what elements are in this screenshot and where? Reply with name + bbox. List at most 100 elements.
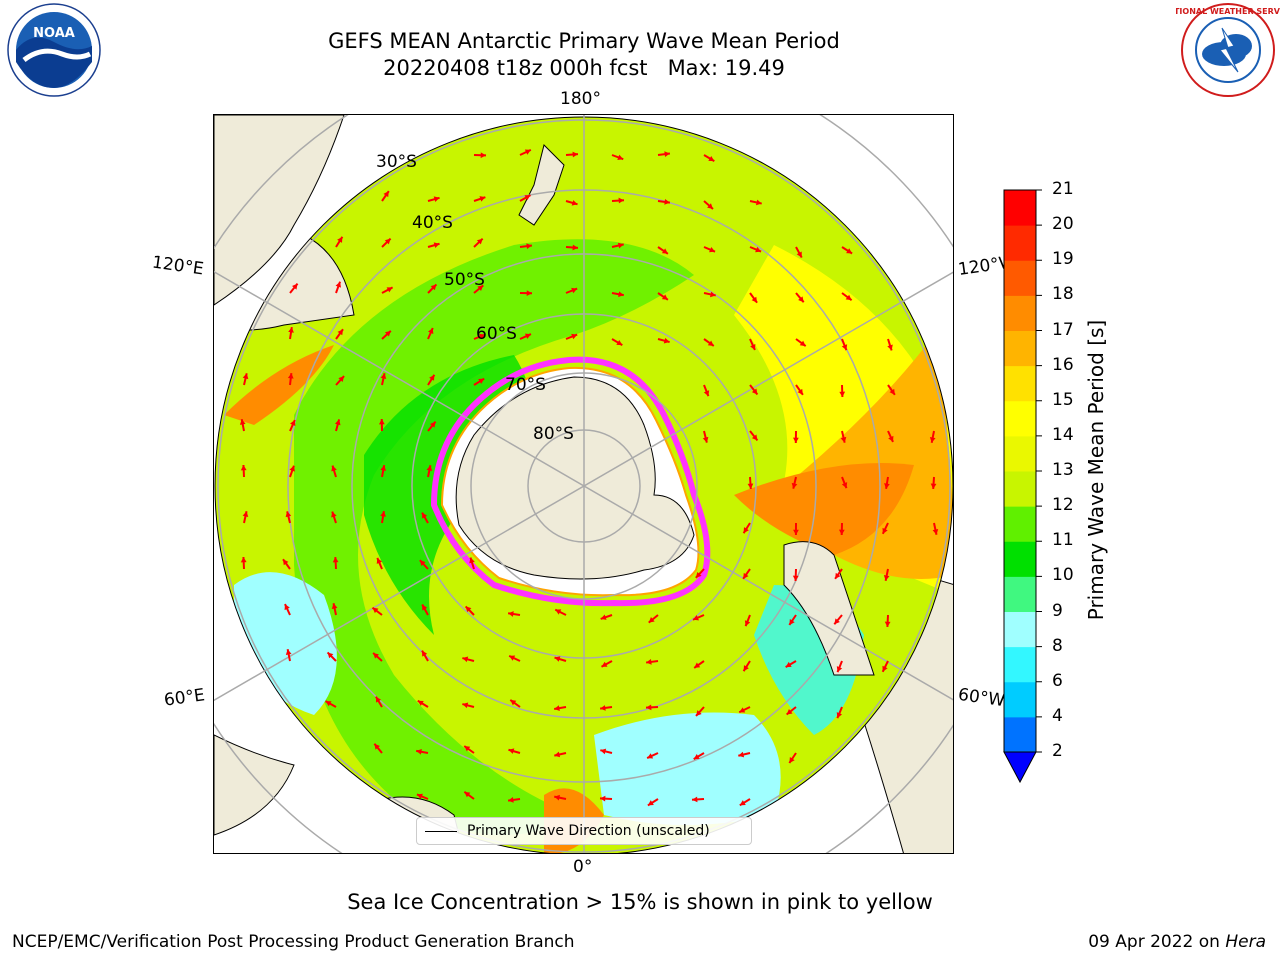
colorbar-segment — [1004, 611, 1036, 648]
wave-arrow-head — [883, 575, 890, 581]
colorbar-tick-label: 11 — [1052, 530, 1074, 551]
wave-arrow-head — [834, 618, 840, 625]
period-darkorange-east — [734, 463, 914, 555]
wave-arrow-head — [792, 575, 799, 581]
wave-arrow-head — [508, 748, 515, 754]
wave-arrow-head — [335, 281, 341, 288]
wave-arrow-head — [932, 528, 939, 535]
colorbar-tick-label: 14 — [1052, 424, 1074, 445]
wave-arrow-head — [707, 203, 713, 209]
wave-arrow-head — [422, 512, 428, 519]
wave-arrow-head — [508, 611, 514, 617]
wave-arrow-head — [479, 196, 486, 202]
wave-arrow-head — [331, 465, 337, 472]
wave-arrow-head — [797, 388, 803, 395]
wave-arrow-head — [289, 465, 295, 472]
sea-ice-note: Sea Ice Concentration > 15% is shown in … — [347, 890, 933, 914]
wave-arrow-head — [600, 614, 607, 620]
wave-arrow-head — [702, 436, 709, 443]
wave-arrow-head — [618, 291, 624, 298]
wave-arrow-head — [380, 511, 386, 517]
wave-arrow-head — [572, 244, 578, 251]
wave-arrow-head — [386, 287, 393, 293]
wave-arrow-head — [738, 751, 745, 758]
colorbar-segment — [1004, 576, 1036, 612]
wave-arrow-head — [648, 617, 655, 623]
wave-arrow-head — [789, 619, 795, 625]
wave-arrow-head — [240, 465, 247, 471]
wave-arrow-head — [930, 483, 937, 489]
lon-label-180: 180° — [560, 89, 601, 109]
wave-arrow-head — [710, 291, 716, 298]
wave-arrow-head — [647, 800, 654, 806]
land-northwest — [214, 115, 345, 306]
colorbar-segment — [1004, 435, 1036, 472]
wave-arrow-head — [524, 333, 531, 339]
wave-arrow-head — [242, 511, 249, 518]
wave-arrow-head — [841, 482, 848, 489]
wave-arrow-head — [694, 662, 701, 668]
colorbar-tick-label: 18 — [1052, 284, 1074, 305]
wave-arrow-head — [755, 199, 762, 206]
map-panel[interactable] — [213, 114, 954, 854]
wave-arrow-head — [337, 329, 344, 336]
wave-arrow-head — [845, 294, 852, 301]
map-canvas[interactable] — [214, 115, 954, 854]
nws-logo-text: NATIONAL WEATHER SERVICE — [1176, 7, 1280, 16]
colorbar-segment — [1004, 506, 1036, 542]
wave-arrow-head — [616, 339, 623, 346]
lat-label-60s: 60°S — [476, 324, 517, 344]
colorbar-tick-label: 16 — [1052, 354, 1074, 375]
wave-arrow-head — [887, 344, 893, 351]
wave-arrow-head — [284, 604, 290, 611]
colorbar-segment — [1004, 190, 1036, 226]
wave-arrow-head — [571, 333, 578, 340]
colorbar-segment — [1004, 225, 1036, 261]
colorbar-segment — [1004, 471, 1036, 507]
wave-arrow-head — [647, 753, 654, 759]
footer-date-text: 09 Apr 2022 on — [1088, 932, 1220, 952]
wave-arrow-head — [378, 419, 385, 425]
wave-arrow-head — [375, 696, 382, 703]
colorbar-segment — [1004, 646, 1036, 683]
wave-arrow-head — [240, 557, 247, 563]
map-legend: Primary Wave Direction (unscaled) — [416, 817, 752, 845]
lon-label-60w: 60°W — [956, 684, 1007, 712]
wave-arrow-head — [290, 420, 296, 426]
wave-arrow-head — [338, 376, 345, 382]
wave-arrow-head — [786, 708, 793, 715]
lat-label-50s: 50°S — [444, 270, 485, 290]
wave-arrow-head — [419, 560, 426, 566]
colorbar-segment — [1004, 295, 1036, 331]
wave-arrow-head — [646, 704, 652, 711]
land-new-zealand — [518, 144, 565, 226]
wave-arrow-head — [426, 465, 433, 471]
period-cyan-patch-west — [234, 572, 337, 715]
wave-arrow-head — [796, 251, 802, 258]
wave-arrow-head — [462, 702, 469, 709]
graticule — [214, 115, 953, 853]
wave-arrow-head — [479, 333, 486, 340]
wave-arrow-head — [708, 155, 715, 162]
wave-arrow-head — [376, 557, 383, 564]
wave-arrow-head — [846, 248, 853, 254]
colorbar-segment — [1004, 330, 1036, 367]
wave-arrow-head — [836, 712, 843, 719]
colorbar-segment — [1004, 260, 1036, 296]
wave-arrow-head — [433, 242, 440, 248]
wave-arrow-head — [465, 606, 472, 613]
colorbar-extend-triangle — [1003, 751, 1037, 784]
wave-arrow-head — [791, 482, 798, 489]
wave-arrow-head — [785, 661, 792, 668]
wave-arrow-head — [755, 246, 762, 253]
wave-arrow-head — [692, 615, 699, 621]
noaa-logo: NOAA — [7, 3, 101, 97]
wave-arrow-head — [331, 603, 338, 610]
wave-arrow-head — [841, 344, 848, 351]
legend-line-swatch — [425, 831, 457, 832]
lat-label-70s: 70°S — [505, 375, 546, 395]
wave-arrow-head — [646, 659, 652, 665]
wave-arrow-head — [287, 373, 294, 379]
colorbar-tick-label: 4 — [1052, 705, 1063, 726]
colorbar-tick-label: 2 — [1052, 741, 1063, 761]
